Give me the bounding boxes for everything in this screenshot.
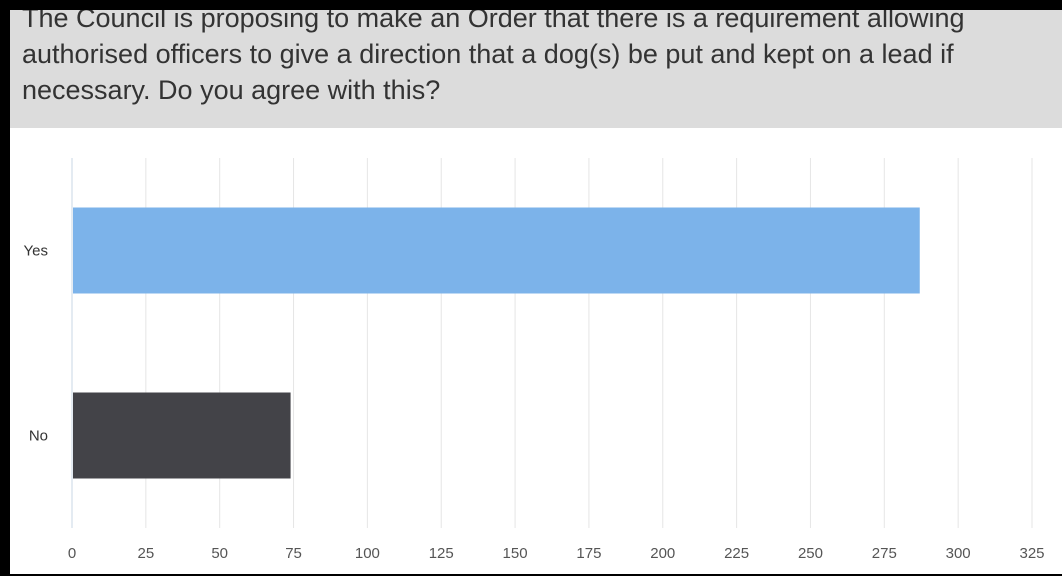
x-tick-label: 0 bbox=[68, 545, 76, 562]
x-tick-label: 300 bbox=[946, 545, 971, 562]
x-tick-label: 50 bbox=[211, 545, 228, 562]
category-label-yes: Yes bbox=[24, 243, 48, 260]
x-axis-ticks: 0 25 50 75 100 125 150 175 200 225 250 275 300 325 bbox=[68, 545, 1045, 562]
bar-no[interactable] bbox=[73, 392, 291, 479]
question-banner: The Council is proposing to make an Orde… bbox=[10, 10, 1062, 128]
category-label-no: No bbox=[29, 428, 48, 445]
category-labels: Yes No bbox=[24, 243, 48, 445]
x-tick-label: 175 bbox=[576, 545, 601, 562]
x-tick-label: 25 bbox=[138, 545, 155, 562]
x-tick-label: 125 bbox=[429, 545, 454, 562]
x-tick-label: 250 bbox=[798, 545, 823, 562]
x-tick-label: 325 bbox=[1019, 545, 1044, 562]
bars-layer bbox=[73, 207, 920, 479]
x-tick-label: 150 bbox=[503, 545, 528, 562]
bar-chart: Yes No 0 25 50 75 100 125 150 175 200 225 250 275 300… bbox=[24, 158, 1045, 562]
x-tick-label: 225 bbox=[724, 545, 749, 562]
x-tick-label: 200 bbox=[650, 545, 675, 562]
x-tick-label: 275 bbox=[872, 545, 897, 562]
x-tick-label: 100 bbox=[355, 545, 380, 562]
bar-yes[interactable] bbox=[73, 207, 920, 294]
chart-frame: The Council is proposing to make an Orde… bbox=[10, 10, 1062, 574]
x-tick-label: 75 bbox=[285, 545, 302, 562]
